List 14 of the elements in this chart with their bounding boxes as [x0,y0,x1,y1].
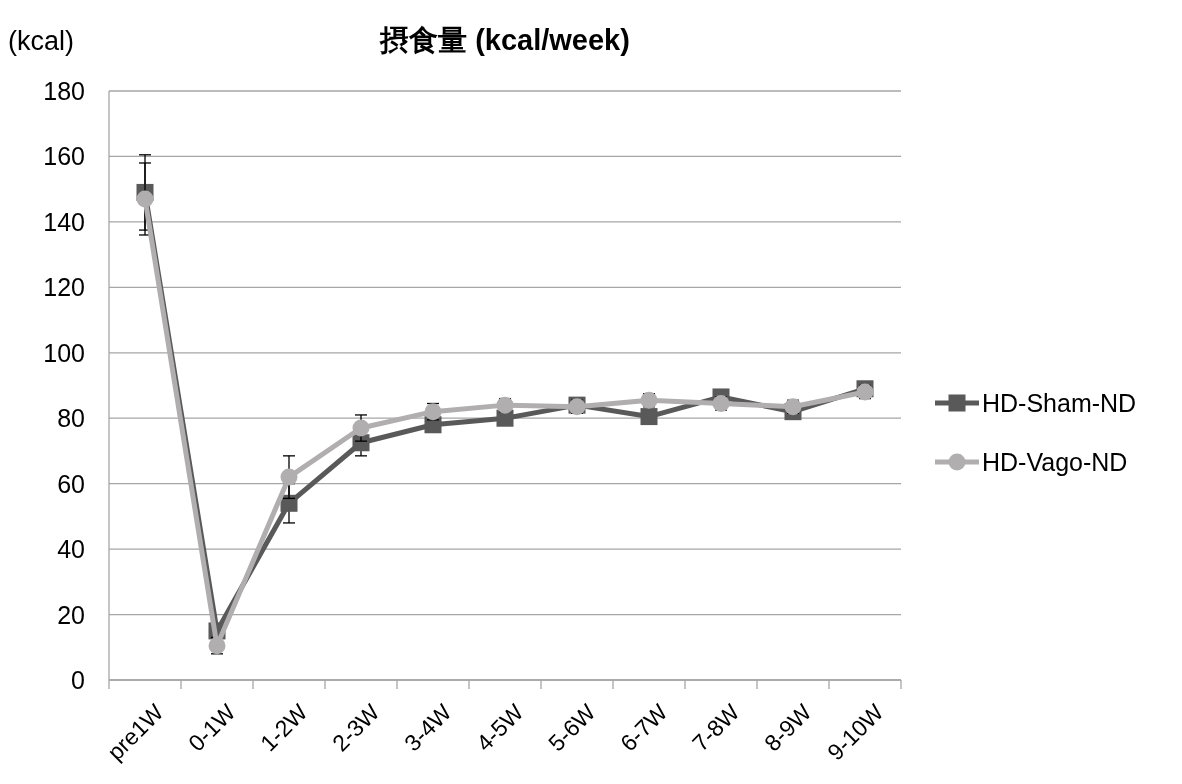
legend-label: HD-Sham-ND [982,389,1137,417]
y-tick-label: 60 [57,469,85,498]
y-tick-label: 160 [43,142,85,171]
legend-label: HD-Vago-ND [982,448,1128,476]
y-axis-title: (kcal) [8,26,74,56]
y-tick-label: 20 [57,600,85,629]
y-tick-label: 180 [43,77,85,105]
y-tick-label: 0 [71,666,85,694]
y-tick-label: 120 [43,273,85,302]
chart-title: 摂食量 (kcal/week) [379,24,630,56]
y-tick-label: 80 [57,404,85,433]
y-tick-label: 100 [43,338,85,367]
y-tick-label: 40 [57,535,85,564]
y-tick-label: 140 [43,207,85,236]
